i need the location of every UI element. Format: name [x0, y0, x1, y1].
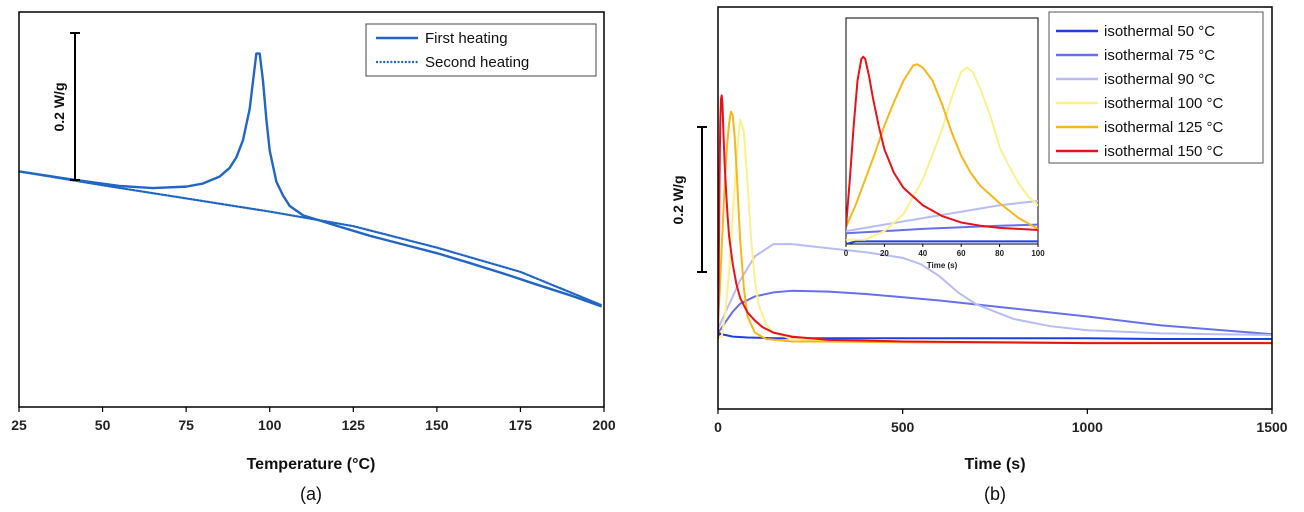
- inset-series-line-isothermal-125-c: [846, 63, 1038, 230]
- panel-a: 25 50 75 100 125 150 175 200 Temperature (°C) 0…: [11, 11, 616, 504]
- inset-series-line-isothermal-150-c: [846, 55, 1038, 232]
- series-line-first-heating: [19, 52, 602, 308]
- panel-b-label: (b): [984, 484, 1006, 504]
- panel-b-x-tick-label: 500: [891, 419, 915, 435]
- panel-a-scale-bar: 0.2 W/g: [51, 32, 80, 181]
- panel-a-x-ticks: 25 50 75 100 125 150 175 200: [11, 407, 616, 433]
- inset-x-tick-label: 20: [880, 249, 889, 258]
- inset-series-line-isothermal-50-c: [846, 240, 1038, 244]
- panel-a-x-tick-label: 125: [342, 417, 366, 433]
- legend-label-isothermal-75-c: isothermal 75 °C: [1104, 47, 1215, 64]
- legend-label-isothermal-100-c: isothermal 100 °C: [1104, 95, 1224, 112]
- series-line-isothermal-150-c: [718, 94, 1272, 345]
- panel-a-series-group: [19, 52, 602, 308]
- panel-b-x-tick-label: 1000: [1072, 419, 1103, 435]
- panel-b-frame: [717, 6, 1273, 410]
- panel-a-x-tick-label: 175: [509, 417, 533, 433]
- series-line-isothermal-90-c: [718, 243, 1272, 337]
- panel-b-x-tick-label: 1500: [1256, 419, 1287, 435]
- panel-a-x-tick-label: 100: [258, 417, 282, 433]
- series-line-isothermal-75-c: [718, 289, 1272, 336]
- inset-x-tick-label: 100: [1031, 249, 1045, 258]
- inset-x-tick-label: 60: [957, 249, 966, 258]
- inset-x-axis-label: Time (s): [927, 261, 958, 270]
- legend-label-isothermal-90-c: isothermal 90 °C: [1104, 71, 1215, 88]
- inset-x-ticks: 0 20 40 60 80 100: [844, 244, 1045, 258]
- legend-label-isothermal-125-c: isothermal 125 °C: [1104, 119, 1224, 136]
- legend-label-second-heating: Second heating: [425, 54, 529, 71]
- panel-a-x-tick-label: 200: [592, 417, 616, 433]
- panel-b: 0 500 1000 1500 Time (s) 0.2 W/g 0 20 40 60 80 1…: [670, 6, 1288, 504]
- inset-series-line-isothermal-100-c: [846, 66, 1038, 241]
- panel-a-x-axis-label: Temperature (°C): [247, 456, 376, 473]
- panel-b-x-axis-label: Time (s): [964, 456, 1025, 473]
- inset-series-group: [846, 55, 1038, 244]
- panel-b-legend-box: [1048, 11, 1264, 164]
- panel-b-x-ticks: 0 500 1000 1500: [714, 409, 1288, 435]
- panel-b-scale-label: 0.2 W/g: [670, 175, 686, 224]
- panel-a-x-tick-label: 25: [11, 417, 27, 433]
- panel-a-scale-label: 0.2 W/g: [51, 82, 67, 131]
- panel-a-frame: [18, 11, 605, 408]
- panel-a-legend: First heating Second heating: [365, 23, 597, 77]
- legend-label-first-heating: First heating: [425, 30, 508, 47]
- legend-label-isothermal-50-c: isothermal 50 °C: [1104, 23, 1215, 40]
- series-line-second-heating: [19, 170, 602, 306]
- inset-x-tick-label: 0: [844, 249, 849, 258]
- panel-b-x-tick-label: 0: [714, 419, 722, 435]
- panel-a-x-tick-label: 50: [95, 417, 111, 433]
- panel-b-legend: isothermal 50 °C isothermal 75 °C isotherm…: [1048, 11, 1264, 164]
- legend-label-isothermal-150-c: isothermal 150 °C: [1104, 143, 1224, 160]
- inset-x-tick-label: 40: [918, 249, 927, 258]
- inset-series-line-isothermal-75-c: [846, 223, 1038, 235]
- panel-b-scale-bar: 0.2 W/g: [670, 126, 707, 273]
- series-line-isothermal-125-c: [718, 110, 1272, 345]
- panel-a-legend-box: [365, 23, 597, 77]
- panel-b-inset: 0 20 40 60 80 100 Time (s): [844, 17, 1045, 270]
- panel-a-x-tick-label: 75: [178, 417, 194, 433]
- panel-a-x-tick-label: 150: [425, 417, 449, 433]
- inset-x-tick-label: 80: [995, 249, 1004, 258]
- panel-a-label: (a): [300, 484, 322, 504]
- panel-b-series-group: [718, 94, 1272, 345]
